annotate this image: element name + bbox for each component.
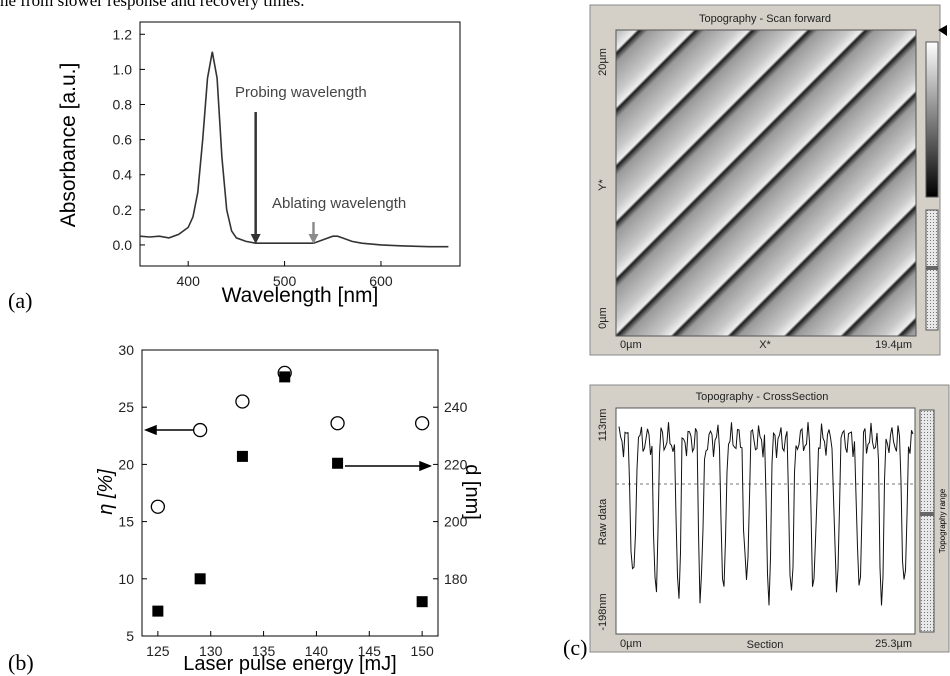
header-text: ne from slower response and recovery tim… <box>0 0 304 10</box>
annotation: Ablating wavelength <box>272 195 406 212</box>
range-marker <box>920 512 934 516</box>
x-tick-label: 145 <box>358 643 382 659</box>
y-axis-title: Absorbance [a.u.] <box>57 63 80 228</box>
x-tick-label: 150 <box>410 643 434 659</box>
circle-marker <box>416 417 429 430</box>
x-axis-title: Wavelength [nm] <box>222 284 379 307</box>
axis-label: 0µm <box>620 339 642 351</box>
panel-label: (a) <box>8 288 32 313</box>
y2-axis-title: d [nm] <box>461 464 483 520</box>
y-tick-label: 15 <box>118 514 134 530</box>
circle-marker <box>331 417 344 430</box>
square-marker <box>195 573 206 584</box>
figure: ne from slower response and recovery tim… <box>0 0 950 676</box>
square-marker <box>332 458 343 469</box>
axis-label: X* <box>759 339 771 351</box>
range-marker <box>926 266 938 270</box>
circle-marker <box>236 395 249 408</box>
afm-title: Topography - Scan forward <box>699 13 831 25</box>
x-tick-label: 600 <box>369 273 393 289</box>
series-arrow <box>146 426 430 470</box>
square-marker <box>417 596 428 607</box>
afm-title: Topography - CrossSection <box>696 391 829 403</box>
x-tick-label: 125 <box>146 643 170 659</box>
axis-label: 19.4µm <box>875 339 912 351</box>
y2-tick-label: 180 <box>444 571 468 587</box>
y-tick-label: 25 <box>118 399 134 415</box>
x-tick-label: 500 <box>273 273 297 289</box>
panel-label: (c) <box>563 635 587 660</box>
y-tick-label: 0.8 <box>113 97 133 113</box>
plot-area <box>616 408 915 634</box>
page: ne from slower response and recovery tim… <box>0 0 950 676</box>
y2-tick-label: 240 <box>444 399 468 415</box>
y-axis-title: η [%] <box>95 469 117 515</box>
axis-label: 25.3µm <box>875 638 912 650</box>
y-tick-label: 30 <box>118 342 134 358</box>
x-tick-label: 135 <box>252 643 276 659</box>
axis-label: 0µm <box>620 638 642 650</box>
axis-label: Y* <box>597 178 609 190</box>
x-tick-label: 400 <box>177 273 201 289</box>
afm-section: Topography - CrossSection 113nm Raw data… <box>590 385 949 652</box>
panel-label: (b) <box>8 650 34 675</box>
axis-label: Raw data <box>597 498 609 545</box>
circle-marker <box>151 500 164 513</box>
afm-image <box>616 30 916 336</box>
x-tick-label: 140 <box>305 643 329 659</box>
y-tick-label: 20 <box>118 456 134 472</box>
x-tick-label: 130 <box>199 643 223 659</box>
axis-label: Topography range <box>938 488 947 553</box>
color-bar <box>926 42 938 197</box>
plot-frame <box>140 22 460 266</box>
afm-scan: Topography - Scan forward 20µm Y* 0µm 0µ… <box>590 5 947 355</box>
axis-label: 0µm <box>597 307 609 329</box>
axis-label: Section <box>747 639 784 651</box>
y-tick-label: 1.0 <box>113 61 133 77</box>
annotation: Probing wavelength <box>235 84 367 101</box>
circle-marker <box>194 424 207 437</box>
plot-frame <box>142 350 438 636</box>
spectrum-line <box>140 52 448 247</box>
axis-label: -198nm <box>597 593 609 630</box>
square-marker <box>152 606 163 617</box>
y-tick-label: 5 <box>126 628 134 644</box>
axis-label: 113nm <box>597 409 609 442</box>
y2-tick-label: 220 <box>444 456 468 472</box>
y2-tick-label: 200 <box>444 514 468 530</box>
square-marker <box>237 451 248 462</box>
axis-label: 20µm <box>597 48 609 76</box>
y-tick-label: 1.2 <box>113 26 133 42</box>
y-tick-label: 0.4 <box>113 167 133 183</box>
y-tick-label: 0.0 <box>113 237 133 253</box>
range-bar <box>920 410 934 632</box>
y-tick-label: 0.6 <box>113 132 133 148</box>
y-tick-label: 10 <box>118 571 134 587</box>
y-tick-label: 0.2 <box>113 202 133 218</box>
square-marker <box>279 371 290 382</box>
